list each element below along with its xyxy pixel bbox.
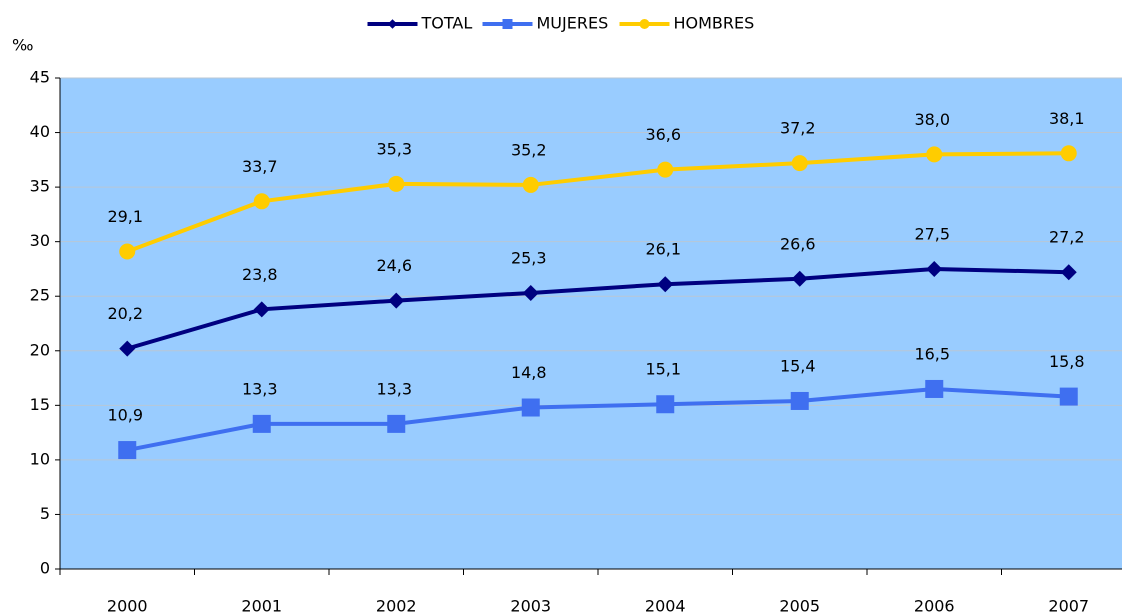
legend-label: MUJERES — [537, 14, 609, 33]
x-tick-label: 2002 — [376, 597, 417, 613]
y-tick-label: 0 — [40, 559, 50, 578]
y-tick-label: 15 — [30, 395, 50, 414]
plot-area — [60, 78, 1122, 569]
marker — [119, 243, 136, 260]
data-label: 38,1 — [1049, 109, 1085, 128]
marker — [926, 260, 943, 277]
data-label: 25,3 — [511, 248, 547, 267]
x-tick-label: 2007 — [1048, 597, 1089, 613]
y-tick-label: 30 — [30, 231, 50, 250]
legend-marker — [502, 19, 513, 29]
line — [126, 386, 1069, 453]
marker — [1060, 145, 1077, 162]
marker — [656, 395, 675, 414]
marker — [252, 414, 271, 433]
data-label: 14,8 — [511, 363, 547, 382]
marker — [790, 391, 809, 410]
x-tick-label: 2000 — [107, 597, 148, 613]
data-label: 15,1 — [645, 360, 681, 379]
y-tick-label: 25 — [30, 286, 50, 305]
x-tick-label: 2001 — [241, 597, 282, 613]
data-label: 20,2 — [107, 304, 143, 323]
data-label: 13,3 — [376, 379, 412, 398]
marker — [522, 284, 539, 301]
data-label: 35,2 — [511, 140, 547, 159]
data-label: 15,8 — [1049, 352, 1085, 371]
marker — [253, 193, 270, 210]
data-label: 23,8 — [242, 265, 278, 284]
legend-label: TOTAL — [421, 14, 473, 33]
x-tick-label: 2005 — [779, 597, 820, 613]
marker — [118, 441, 137, 460]
x-tick-label: 2004 — [645, 597, 686, 613]
data-label: 33,7 — [242, 157, 278, 176]
data-label: 36,6 — [645, 125, 681, 144]
data-label: 35,3 — [376, 139, 412, 158]
data-label: 26,6 — [780, 234, 816, 253]
marker — [388, 292, 405, 309]
marker — [657, 276, 674, 293]
marker — [926, 146, 943, 163]
y-axis-label: ‰ — [12, 36, 33, 55]
data-label: 38,0 — [914, 110, 950, 129]
marker — [791, 155, 808, 172]
x-tick-label: 2006 — [914, 597, 955, 613]
y-tick-label: 5 — [40, 504, 50, 523]
data-label: 15,4 — [780, 356, 816, 375]
legend-marker — [387, 19, 398, 29]
y-tick-label: 40 — [30, 122, 50, 141]
marker — [388, 175, 405, 192]
data-label: 24,6 — [376, 256, 412, 275]
marker — [522, 176, 539, 193]
y-tick-label: 20 — [30, 340, 50, 359]
data-label: 13,3 — [242, 379, 278, 398]
y-tick-label: 45 — [30, 68, 50, 87]
line — [126, 151, 1069, 254]
marker — [925, 379, 944, 398]
data-label: 26,1 — [645, 240, 681, 259]
marker — [791, 270, 808, 287]
marker — [521, 398, 540, 417]
legend-marker — [639, 19, 650, 29]
marker — [119, 340, 136, 357]
y-tick-label: 35 — [30, 177, 50, 196]
data-label: 16,5 — [914, 344, 950, 363]
data-label: 37,2 — [780, 119, 816, 138]
marker — [387, 414, 406, 433]
data-label: 27,2 — [1049, 228, 1085, 247]
marker — [657, 161, 674, 178]
data-label: 27,5 — [914, 224, 950, 243]
marker — [1059, 387, 1078, 406]
marker — [253, 301, 270, 318]
x-tick-label: 2003 — [510, 597, 551, 613]
line — [126, 266, 1069, 351]
legend-label: HOMBRES — [674, 14, 755, 33]
data-label: 10,9 — [107, 406, 143, 425]
data-label: 29,1 — [107, 207, 143, 226]
y-tick-label: 10 — [30, 449, 50, 468]
marker — [1060, 264, 1077, 281]
